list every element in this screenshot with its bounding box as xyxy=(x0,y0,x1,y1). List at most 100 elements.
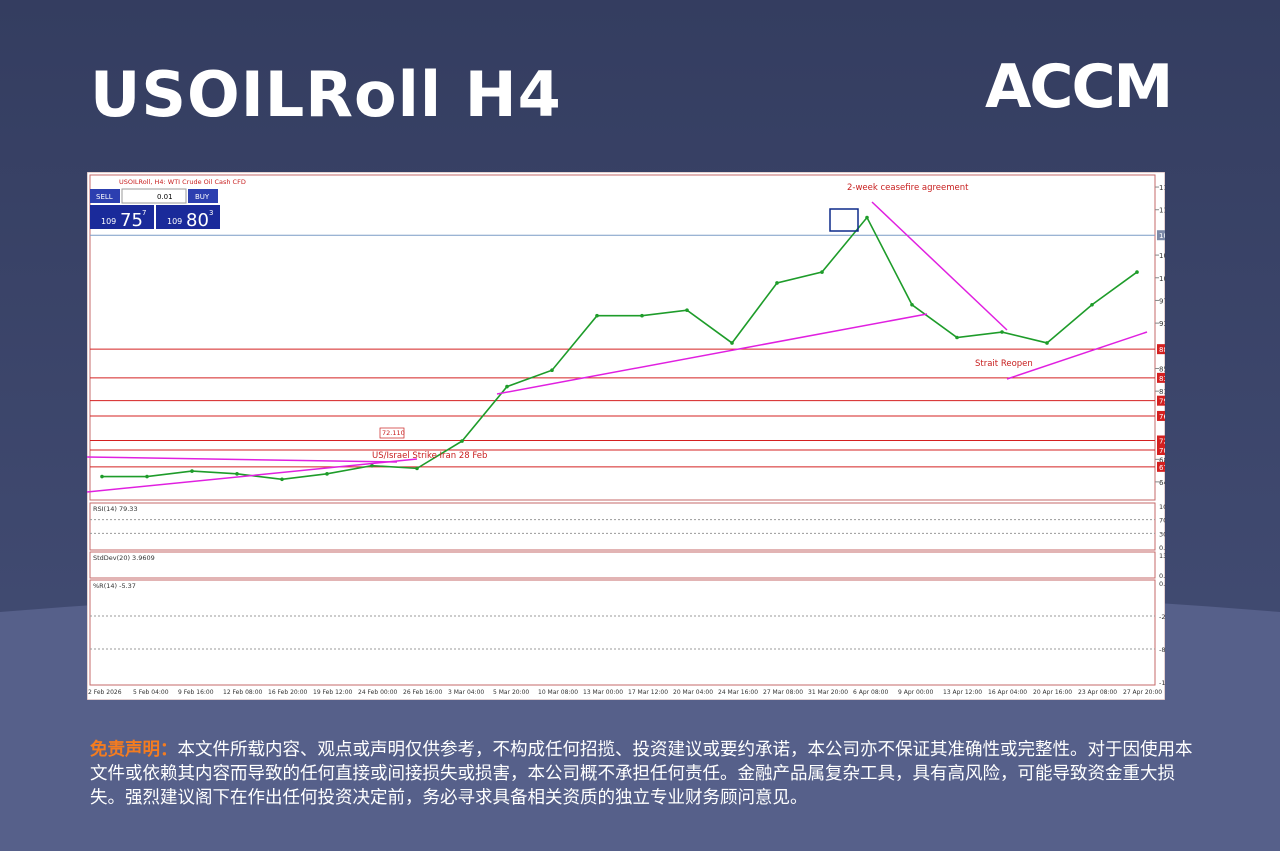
indicator-tick: 70.00 xyxy=(1159,517,1165,525)
x-tick-label: 6 Apr 08:00 xyxy=(853,689,888,696)
x-tick-label: 12 Feb 08:00 xyxy=(223,689,263,696)
price-point xyxy=(505,384,509,389)
indicator-tick: 0.00 xyxy=(1159,544,1165,552)
price-point xyxy=(190,469,194,473)
buy-label[interactable]: BUY xyxy=(195,193,210,201)
indicator-tick: -80.00 xyxy=(1159,646,1165,654)
level-label: 72.113 xyxy=(1159,437,1165,445)
price-point xyxy=(415,466,419,471)
lot-box xyxy=(121,188,187,204)
price-point xyxy=(910,302,914,307)
y-tick-label: 93.636 xyxy=(1159,320,1165,328)
indicator-name: RSI(14) 79.33 xyxy=(93,505,138,513)
level-label: 70.367 xyxy=(1159,447,1165,455)
current-price-label: 109.757 xyxy=(1159,232,1165,240)
price-point xyxy=(1000,330,1004,334)
trend-line xyxy=(1006,331,1148,380)
x-tick-label: 19 Feb 12:00 xyxy=(313,689,353,696)
price-point xyxy=(775,281,779,285)
x-tick-label: 16 Feb 20:00 xyxy=(268,689,308,696)
chart: 118.590 114.431 106.113 101.954 97.795 93.636… xyxy=(87,172,1165,700)
level-tag xyxy=(1157,410,1165,421)
price-point xyxy=(100,474,104,479)
level-tag xyxy=(1157,372,1165,383)
ask-box xyxy=(156,205,220,229)
x-tick-label: 24 Feb 00:00 xyxy=(358,689,398,696)
price-point xyxy=(280,477,284,482)
annotation: 2-week ceasefire agreement xyxy=(847,183,969,193)
y-tick-label: 85.318 xyxy=(1159,365,1165,373)
y-tick-label: 106.113 xyxy=(1159,252,1165,260)
panel-bg xyxy=(87,172,1165,700)
price-point xyxy=(595,313,599,318)
price-point xyxy=(370,463,374,468)
x-tick-label: 24 Mar 16:00 xyxy=(718,689,758,696)
indicator-frame xyxy=(89,502,1156,551)
indicator-tick: -20.00 xyxy=(1159,613,1165,621)
price-point xyxy=(145,474,149,479)
annotation-box xyxy=(379,427,405,439)
y-tick-label: 97.795 xyxy=(1159,297,1165,305)
annotation: 72.110 xyxy=(382,429,405,437)
price-point xyxy=(1135,270,1139,274)
trend-line xyxy=(87,456,398,463)
price-point xyxy=(550,368,554,373)
indicator-tick: 100.00 xyxy=(1159,503,1165,511)
price-point xyxy=(820,270,824,274)
bid-box xyxy=(90,205,154,229)
x-tick-label: 5 Mar 20:00 xyxy=(493,689,529,696)
price-line xyxy=(102,216,1138,481)
x-tick-label: 2 Feb 2026 xyxy=(88,689,122,696)
x-tick-label: 5 Feb 04:00 xyxy=(133,689,169,696)
level-tag xyxy=(1157,435,1165,446)
price-digits: 109 xyxy=(101,217,116,226)
price-point xyxy=(460,439,464,443)
indicator-tick: 0.00 xyxy=(1159,580,1165,588)
disclaimer-label: 免责声明： xyxy=(90,740,178,760)
x-tick-label: 9 Feb 16:00 xyxy=(178,689,214,696)
indicator-tick: 0.00 xyxy=(1159,572,1165,580)
price-point xyxy=(865,215,869,220)
y-tick-label: 101.954 xyxy=(1159,275,1165,283)
level-tag xyxy=(1157,445,1165,456)
level-tag xyxy=(1157,395,1165,406)
disclaimer: 免责声明：本文件所载内容、观点或声明仅供参考，不构成任何招揽、投资建议或要约承诺… xyxy=(90,738,1200,810)
price-digits: 109 xyxy=(167,217,182,226)
logo: ACCM xyxy=(985,52,1173,122)
level-label: 76.615 xyxy=(1159,413,1165,421)
x-tick-label: 13 Mar 00:00 xyxy=(583,689,623,696)
y-tick-label: 118.590 xyxy=(1159,184,1165,192)
price-digits: 75 xyxy=(120,210,143,231)
x-tick-label: 20 Mar 04:00 xyxy=(673,689,713,696)
annotation: Strait Reopen xyxy=(975,359,1033,369)
price-digits: 7 xyxy=(142,209,146,217)
indicator-name: StdDev(20) 3.9609 xyxy=(93,554,155,562)
disclaimer-text: 本文件所载内容、观点或声明仅供参考，不构成任何招揽、投资建议或要约承诺，本公司亦… xyxy=(90,740,1193,808)
sell-button xyxy=(90,189,120,203)
x-tick-label: 10 Mar 08:00 xyxy=(538,689,578,696)
level-label: 79.413 xyxy=(1159,398,1165,406)
buy-button xyxy=(188,189,218,203)
x-tick-label: 26 Feb 16:00 xyxy=(403,689,443,696)
x-tick-label: 9 Apr 00:00 xyxy=(898,689,933,696)
indicator-tick: 30.00 xyxy=(1159,530,1165,538)
trend-line xyxy=(871,201,1008,331)
level-label: 67.28 xyxy=(1159,464,1165,472)
indicator-tick: 13.2081 xyxy=(1159,552,1165,560)
level-label: 83.599 xyxy=(1159,375,1165,383)
y-tick-label: 68.652 xyxy=(1159,456,1165,464)
x-tick-label: 31 Mar 20:00 xyxy=(808,689,848,696)
price-point xyxy=(640,313,644,318)
plot-frame xyxy=(89,174,1156,501)
indicator-name: %R(14) -5.37 xyxy=(93,582,136,590)
price-digits: 3 xyxy=(209,209,213,217)
level-label: 88.862 xyxy=(1159,346,1165,354)
x-tick-label: 27 Apr 20:00 xyxy=(1123,689,1162,696)
price-point xyxy=(685,308,689,313)
y-tick-label: 64.523 xyxy=(1159,479,1165,487)
x-tick-label: 17 Mar 12:00 xyxy=(628,689,668,696)
price-point xyxy=(1045,341,1049,345)
current-price-tag xyxy=(1157,230,1165,241)
sell-label[interactable]: SELL xyxy=(96,193,113,201)
